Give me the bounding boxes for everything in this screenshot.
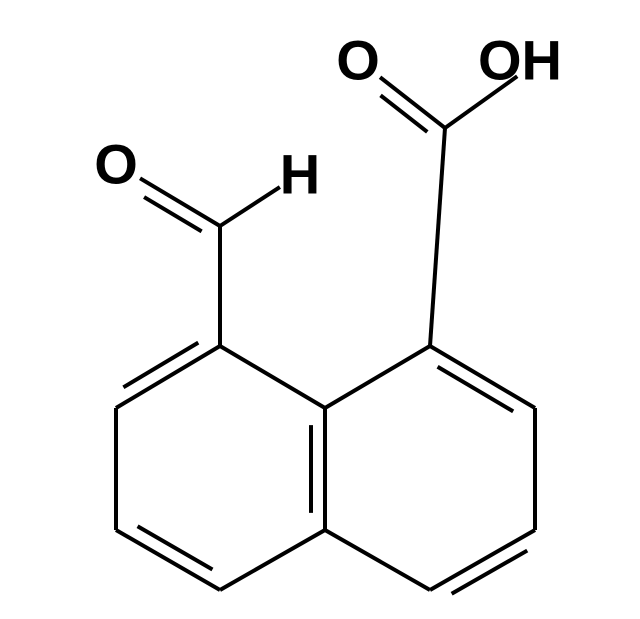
atom-label-H1: H (280, 143, 320, 206)
bond (116, 530, 220, 590)
atom-label-O1: O (94, 133, 138, 196)
bond (430, 128, 445, 346)
atom-label-O2: O (336, 29, 380, 92)
bond (220, 346, 325, 408)
chemical-structure: OHOOH (0, 0, 640, 619)
atom-label-O3: OH (478, 29, 562, 92)
bond (220, 530, 325, 590)
bond (144, 197, 202, 231)
bond (325, 346, 430, 408)
bonds-layer (116, 76, 535, 593)
bond (116, 346, 220, 408)
atoms-layer: OHOOH (94, 29, 562, 206)
bond (430, 530, 535, 590)
bond (430, 346, 535, 408)
bond (220, 187, 280, 226)
bond (381, 95, 428, 132)
bond (325, 530, 430, 590)
